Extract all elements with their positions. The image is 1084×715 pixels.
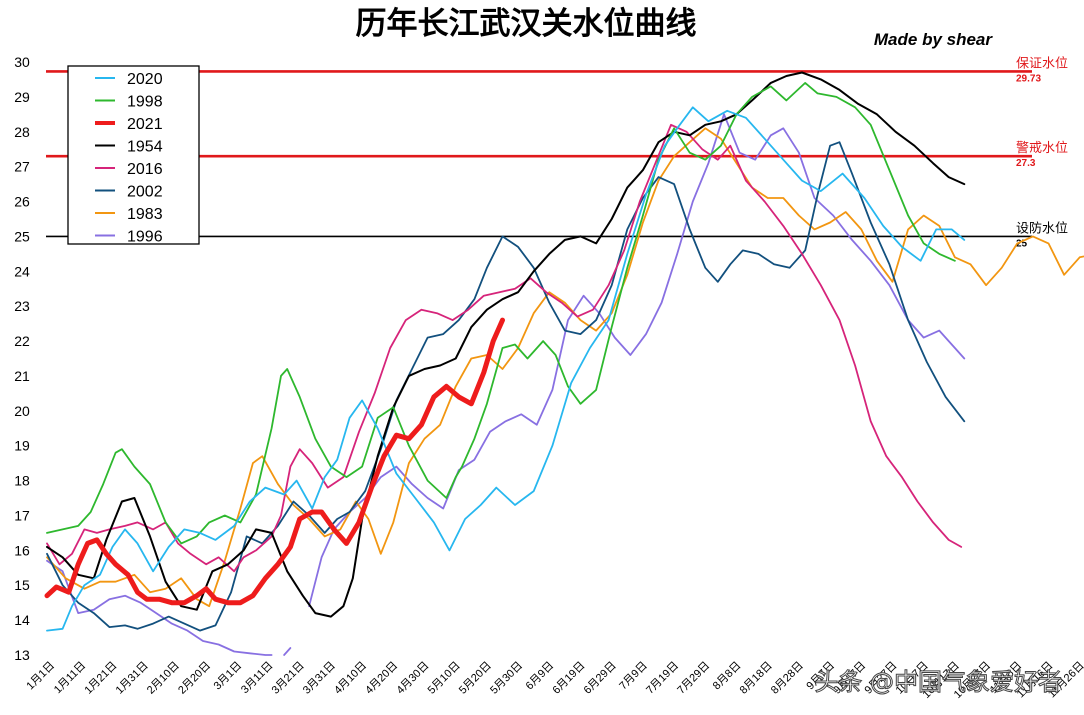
x-tick-label: 8月28日 (769, 660, 806, 697)
y-tick-label: 14 (14, 612, 30, 628)
series-line-2020 (46, 106, 966, 632)
x-tick-label: 2月20日 (176, 660, 213, 697)
y-tick-label: 27 (14, 159, 30, 175)
series-line-1996-dash (283, 647, 292, 656)
watermark: 头条 @中国气象爱好者 (814, 668, 1062, 696)
legend-label-1954: 1954 (127, 139, 163, 156)
x-tick-label: 4月20日 (363, 660, 400, 697)
chart-title: 历年长江武汉关水位曲线 (356, 6, 697, 42)
legend-label-2016: 2016 (127, 161, 163, 178)
x-tick-label: 3月21日 (270, 660, 307, 697)
series-line-2002 (46, 141, 966, 632)
series-lines (44, 71, 1084, 656)
legend-label-2021: 2021 (127, 116, 163, 133)
y-tick-label: 22 (14, 333, 30, 349)
reference-lines: 保证水位 29.73 警戒水位 27.3 设防水位 25 (46, 56, 1068, 249)
legend-box (67, 65, 200, 245)
y-tick-label: 20 (14, 403, 30, 419)
series-line-1954 (46, 71, 966, 618)
x-tick-label: 1月11日 (52, 660, 88, 696)
y-tick-label: 13 (14, 647, 30, 663)
legend-label-2002: 2002 (127, 184, 163, 201)
y-tick-label: 19 (14, 438, 30, 454)
y-axis: 13 14 15 16 17 18 19 20 21 22 23 24 25 26 27 28 29 30 (14, 54, 30, 663)
y-tick-label: 30 (14, 54, 30, 70)
x-tick-label: 1月21日 (82, 660, 119, 697)
reference-line-value: 25 (1016, 238, 1028, 249)
x-tick-label: 1月31日 (114, 660, 151, 697)
reference-line-label: 保证水位 (1016, 56, 1068, 71)
y-tick-label: 15 (14, 577, 30, 593)
reference-line-label: 设防水位 (1016, 220, 1068, 236)
reference-line-value: 29.73 (1016, 73, 1041, 84)
y-tick-label: 17 (14, 507, 30, 523)
y-tick-label: 29 (14, 89, 30, 105)
x-tick-label: 5月30日 (488, 660, 525, 697)
y-tick-label: 16 (14, 542, 30, 558)
x-tick-label: 7月29日 (675, 660, 712, 697)
reference-line-label: 警戒水位 (1016, 140, 1068, 156)
y-tick-label: 21 (14, 368, 30, 384)
x-tick-label: 6月19日 (550, 660, 587, 697)
y-tick-label: 24 (14, 263, 30, 279)
y-tick-label: 28 (14, 124, 30, 140)
x-tick-label: 6月29日 (582, 660, 619, 697)
y-tick-label: 25 (14, 228, 30, 244)
series-line-2016 (46, 123, 963, 573)
legend-label-2020: 2020 (127, 71, 163, 88)
x-tick-label: 3月11日 (239, 660, 275, 696)
legend-label-1998: 1998 (127, 94, 163, 111)
x-tick-label: 5月20日 (457, 660, 494, 697)
y-tick-label: 26 (14, 194, 30, 210)
legend: 2020 1998 2021 1954 2016 2002 1983 1996 (67, 65, 200, 246)
series-line-2021 (44, 317, 505, 606)
x-tick-label: 2月10日 (145, 660, 182, 697)
x-tick-label: 4月10日 (332, 660, 369, 697)
x-tick-label: 7月19日 (644, 660, 681, 697)
series-line-1996-part2 (308, 113, 966, 608)
y-tick-label: 23 (14, 298, 30, 314)
legend-label-1996: 1996 (127, 229, 163, 246)
series-line-1998 (46, 82, 956, 545)
x-tick-label: 5月10日 (426, 660, 463, 697)
x-tick-label: 4月30日 (394, 660, 431, 697)
legend-label-1983: 1983 (127, 206, 163, 223)
chart-author: Made by shear (874, 30, 993, 49)
y-tick-label: 18 (14, 473, 30, 489)
x-tick-label: 8月18日 (738, 660, 775, 697)
reference-line-value: 27.3 (1016, 158, 1036, 169)
x-tick-label: 3月31日 (301, 660, 338, 697)
